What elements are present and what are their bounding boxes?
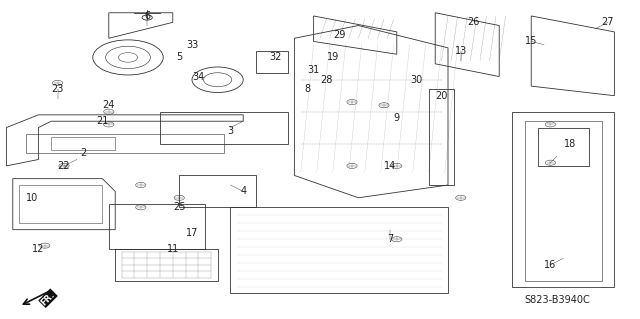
Bar [429,89,454,185]
Text: FR.: FR. [39,290,57,307]
Text: 2: 2 [80,148,86,158]
Text: 4: 4 [240,186,246,197]
Text: 23: 23 [51,84,64,94]
Text: 30: 30 [410,75,422,85]
Text: 15: 15 [525,36,538,47]
Text: 14: 14 [384,161,397,171]
Text: 27: 27 [602,17,614,27]
Text: 20: 20 [435,91,448,101]
Text: 26: 26 [467,17,480,27]
Text: 19: 19 [326,52,339,63]
Text: 7: 7 [387,234,394,244]
Text: 33: 33 [186,40,198,50]
Text: 3: 3 [227,126,234,136]
Text: 25: 25 [173,202,186,212]
Text: 18: 18 [563,138,576,149]
Text: 12: 12 [32,244,45,254]
Bar [256,51,288,73]
Text: 31: 31 [307,65,320,75]
Text: 21: 21 [96,116,109,126]
Text: 29: 29 [333,30,346,40]
Text: 34: 34 [192,71,205,82]
Text: 11: 11 [166,244,179,254]
Text: 24: 24 [102,100,115,110]
Text: 10: 10 [26,193,38,203]
Text: 17: 17 [186,228,198,238]
Text: 28: 28 [320,75,333,85]
Text: 32: 32 [269,52,282,63]
Text: 6: 6 [144,11,150,21]
Text: 13: 13 [454,46,467,56]
Bar [19,185,102,223]
Text: 9: 9 [394,113,400,123]
Text: 5: 5 [176,52,182,63]
Text: S823-B3940C: S823-B3940C [525,295,591,305]
Text: 16: 16 [544,260,557,270]
Text: 22: 22 [58,161,70,171]
Bar [538,128,589,166]
Text: 8: 8 [304,84,310,94]
